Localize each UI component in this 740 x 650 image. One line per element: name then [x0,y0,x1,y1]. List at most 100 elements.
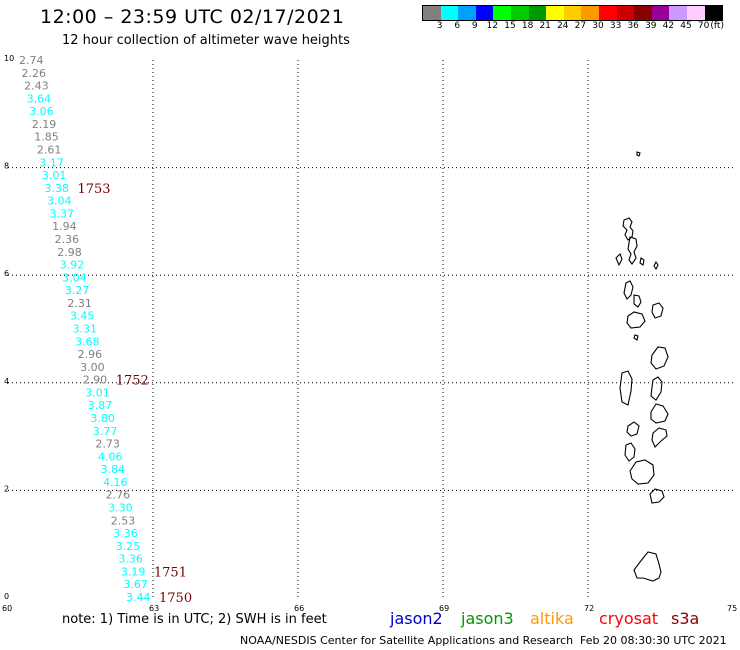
wave-height-point: 3.04 [47,195,72,208]
wave-height-point: 4.16 [103,476,128,489]
wave-height-point: 3.31 [73,323,98,336]
wave-height-point: 2.73 [95,438,120,451]
color-scale-label: 9 [471,21,478,31]
color-scale-label: 30 [592,21,604,31]
wave-height-point: 3.01 [85,386,110,399]
color-swatch [651,6,670,20]
legend-satellite-jason2: jason2 [390,609,443,628]
wave-height-point: 3.19 [121,565,145,578]
color-swatch [563,6,582,20]
island-outline [653,260,659,271]
lat-tick-label: 8 [4,162,9,171]
wave-height-point: 2.53 [111,514,136,527]
lon-tick-label: 75 [727,604,737,613]
wave-height-point: 1.94 [52,220,77,233]
altimeter-track: 2.742.262.433.643.062.191.852.613.173.01… [19,54,151,604]
island-outline [639,257,645,266]
wave-height-point: 2.61 [37,144,62,157]
lat-tick-label: 6 [4,269,9,278]
island-outline [650,346,669,370]
island-outline [615,253,623,267]
maldives-coastline [615,151,669,582]
wave-height-point: 3.92 [60,259,84,272]
color-swatch [423,6,441,20]
island-outline [622,217,634,241]
wave-height-point: 2.76 [106,489,131,502]
wave-height-point: 3.25 [116,540,141,553]
wave-height-point: 3.17 [39,156,64,169]
wave-height-point: 1.85 [34,131,59,144]
wave-height-color-scale [422,5,724,21]
island-outline [633,551,662,582]
island-outline [619,370,633,406]
wave-height-point: 3.80 [90,412,115,425]
island-outline [649,488,665,504]
color-scale-labels: 3 6 9 12 15 18 21 24 27 30 33 36 39 42 45 70 (ft) [422,21,740,33]
footer-generated: Feb 20 08:30:30 UTC 2021 [580,634,727,647]
color-swatch [669,6,687,20]
island-outline [651,302,664,319]
color-scale-label: 33 [609,21,622,31]
color-swatch [634,6,652,20]
wave-height-point: 2.98 [57,246,82,259]
wave-height-point: 3.36 [118,553,143,566]
color-swatch [581,6,599,20]
wave-height-point: 3.87 [88,399,113,412]
color-swatch [475,6,494,20]
island-outline [636,151,641,157]
color-scale-label: 39 [645,21,657,31]
pass-time-label: 1751 [154,565,187,580]
wave-height-point: 2.19 [32,118,57,131]
island-outline [633,334,639,341]
pass-time-label: 1753 [77,182,110,197]
wave-height-point: 3.44 [126,591,151,604]
color-scale-label: 45 [680,21,692,31]
color-scale-label: 12 [486,21,499,31]
lon-tick-label: 63 [149,604,159,613]
color-scale-label: (ft) [710,21,724,31]
wave-height-point: 3.77 [93,425,118,438]
color-swatch [686,6,705,20]
wave-height-point: 3.84 [101,463,126,476]
color-scale-label: 21 [539,21,551,31]
wave-height-point: 3.36 [113,527,138,540]
lat-tick-label: 2 [4,484,9,493]
color-scale-label: 15 [504,21,516,31]
lat-tick-label: 10 [4,54,14,63]
color-scale-label: 27 [574,21,587,31]
wave-height-point: 4.06 [98,450,123,463]
lon-tick-label: 69 [439,604,449,613]
legend-satellite-cryosat: cryosat [599,609,659,628]
wave-height-point: 3.01 [42,169,67,182]
lat-tick-label: 0 [4,592,9,601]
pass-time-labels: 1753 1752 1751 1750 [77,182,192,606]
wave-height-point: 2.96 [78,348,103,361]
color-scale-label: 70 [697,21,710,31]
island-outline [633,294,642,308]
legend-satellite-altika: altika [530,609,574,628]
wave-height-point: 3.27 [65,284,90,297]
wave-height-point: 2.31 [67,297,92,310]
color-scale-label: 42 [662,21,675,31]
color-swatch [598,6,617,20]
lat-tick-label: 4 [4,377,9,386]
island-outline [627,236,638,265]
lon-tick-label: 66 [294,604,304,613]
map-title: 12:00 – 23:59 UTC 02/17/2021 [40,6,345,28]
legend-satellite-s3a: s3a [671,609,700,628]
lat-lon-grid [8,60,733,598]
lon-tick-label: 60 [2,604,12,613]
color-swatch [510,6,529,20]
color-swatch [546,6,564,20]
wave-height-point: 3.37 [50,207,74,220]
color-swatch [704,6,723,20]
wave-height-point: 2.26 [22,67,47,80]
map-axes: 60 63 66 69 72 75 0 2 4 6 8 10 [2,54,737,613]
wave-height-point: 3.64 [27,92,52,105]
pass-time-label: 1750 [159,591,192,606]
legend-satellite-jason3: jason3 [461,609,514,628]
color-scale-label: 3 [436,21,443,31]
color-scale-label: 36 [627,21,639,31]
island-outline [626,311,646,329]
